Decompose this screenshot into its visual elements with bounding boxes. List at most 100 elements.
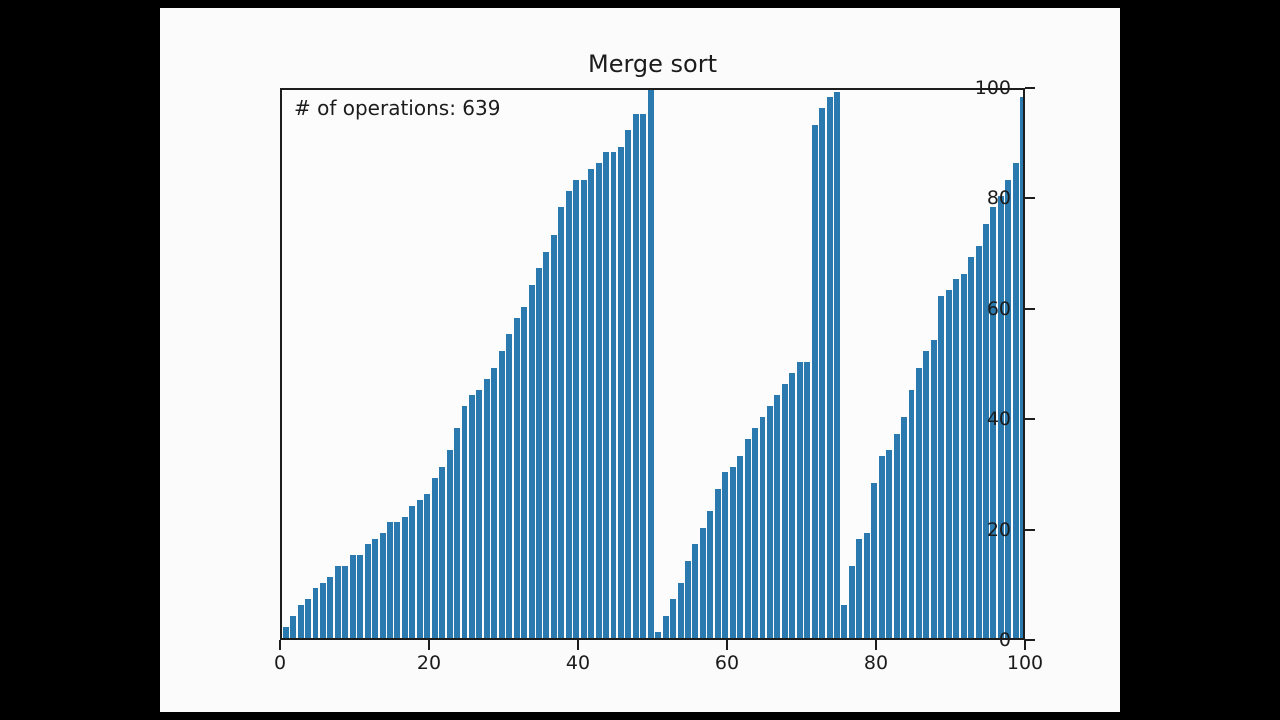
bar (699, 527, 706, 638)
bar (528, 284, 535, 638)
bar (483, 378, 490, 638)
bar (960, 273, 967, 638)
x-tick-mark (279, 640, 281, 650)
bar (930, 339, 937, 638)
bar (997, 196, 1004, 638)
bar (923, 350, 930, 638)
bar (938, 295, 945, 638)
bar (871, 483, 878, 638)
bar (498, 350, 505, 638)
x-tick-mark (726, 640, 728, 650)
y-tick-label: 0 (998, 629, 1011, 651)
bar (387, 522, 393, 638)
bar (729, 466, 736, 638)
bar (595, 163, 602, 638)
bar (327, 577, 334, 638)
bar (685, 560, 691, 638)
y-tick-mark (1025, 87, 1035, 89)
bar (744, 439, 751, 638)
bar (521, 306, 528, 638)
bar (558, 207, 565, 638)
bar (461, 406, 468, 638)
bar (290, 615, 297, 638)
bar (841, 604, 848, 638)
bar (856, 538, 863, 638)
y-tick-mark (1025, 418, 1035, 421)
y-tick-mark (1025, 528, 1035, 531)
bar (491, 367, 498, 638)
bar (901, 417, 908, 638)
bar (610, 152, 617, 638)
bar (953, 279, 960, 638)
chart-title: Merge sort (587, 50, 717, 78)
bar (282, 626, 289, 638)
bar (379, 533, 386, 638)
bar (945, 290, 952, 638)
bar (565, 190, 572, 638)
bar (983, 224, 989, 638)
operations-annotation: # of operations: 639 (294, 96, 501, 120)
bar (416, 500, 423, 638)
bar (476, 389, 483, 638)
bar (647, 90, 654, 638)
bar (439, 466, 446, 638)
bar (372, 538, 379, 638)
y-tick-label: 60 (986, 297, 1011, 320)
bar (349, 555, 356, 638)
y-axis: 0 20 40 60 80 100 (280, 77, 1035, 651)
bar (774, 395, 781, 638)
bar (811, 124, 818, 638)
bar (424, 494, 431, 638)
bar (781, 384, 788, 638)
bar (655, 632, 662, 638)
chart-figure: Merge sort # of operations: 639 0 20 40 60 8… (160, 8, 1120, 712)
bar (707, 511, 714, 638)
bar (513, 317, 520, 638)
bar (640, 113, 647, 638)
plot-area: # of operations: 639 (280, 88, 1025, 640)
bar (394, 522, 401, 638)
bar (990, 207, 997, 638)
x-tick-label: 100 (1006, 652, 1044, 674)
x-tick-label: 40 (565, 652, 591, 674)
bar (714, 488, 721, 638)
bar (886, 450, 893, 638)
bar (662, 615, 669, 638)
bar (617, 146, 624, 638)
y-tick-mark (1025, 197, 1035, 200)
bar (670, 599, 677, 638)
bar (319, 582, 326, 638)
bar (357, 555, 364, 638)
bar (364, 544, 371, 638)
bar (588, 168, 595, 638)
bar (506, 334, 513, 638)
bar (915, 367, 922, 638)
y-tick-label: 20 (986, 518, 1011, 541)
bar (789, 373, 796, 638)
bar (975, 246, 982, 638)
bar (550, 235, 557, 638)
bar (536, 268, 542, 638)
bar (468, 395, 475, 638)
bar (297, 604, 304, 638)
bar (312, 588, 319, 638)
bar (334, 566, 341, 638)
bar (804, 362, 811, 638)
x-tick-label: 0 (273, 652, 287, 674)
bar (1005, 179, 1012, 638)
x-tick-mark (1024, 640, 1026, 650)
bar (893, 433, 900, 638)
bar (401, 516, 408, 638)
y-tick-label: 100 (974, 77, 1011, 99)
bar (848, 566, 855, 638)
bar (752, 428, 759, 638)
y-tick-label: 40 (986, 408, 1011, 431)
bar (908, 389, 915, 638)
x-tick-label: 60 (714, 652, 740, 674)
bar (625, 130, 632, 638)
bar (603, 152, 610, 638)
x-tick-label: 20 (416, 652, 442, 674)
bar (1012, 163, 1019, 638)
bar (573, 179, 580, 638)
